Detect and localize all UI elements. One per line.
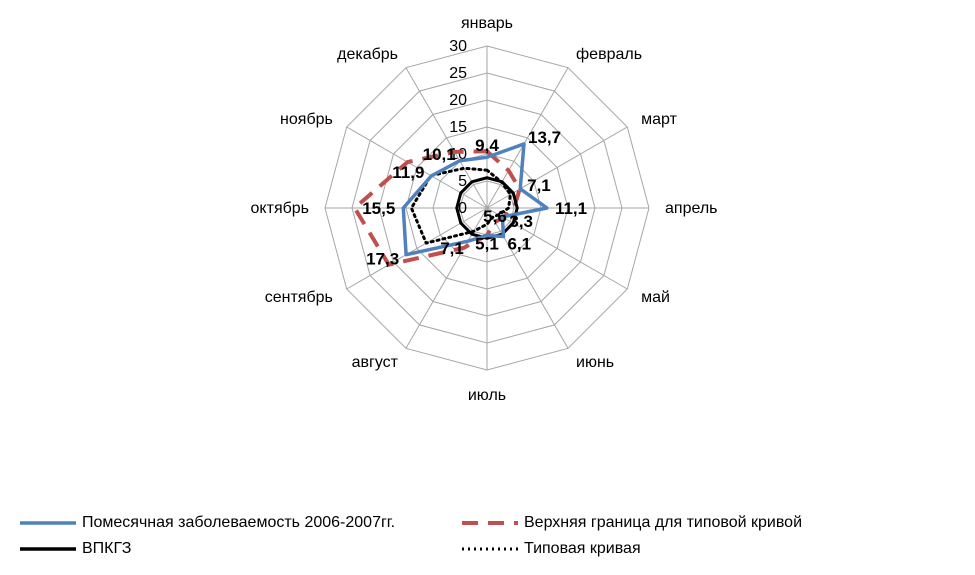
series-lines [352,142,549,267]
data-label-8: 17,3 [366,250,399,269]
month-label-9: октябрь [251,200,309,217]
month-label-3: апрель [665,200,718,217]
data-labels: 9,4 13,77,111,13,36,15,17,117,315,511,910… [362,128,587,269]
series-2-line [455,176,519,240]
legend-swatch-upper-bound [462,521,518,525]
tick-label-5: 5 [458,173,467,190]
legend-label-vpkgz: ВПКГЗ [82,540,132,557]
month-label-0: январь [461,15,513,32]
legend-swatch-typical-curve [462,547,518,551]
tick-label-25: 25 [449,65,467,82]
data-label-11: 10,1 [423,145,456,164]
data-label-7: 7,1 [440,239,464,258]
spoke-5 [486,207,569,349]
month-label-10: ноябрь [280,111,333,128]
data-label-0: 9,4 [475,136,499,155]
data-label-6: 5,1 [475,235,499,254]
month-label-8: сентябрь [265,289,333,306]
spoke-8 [346,207,488,290]
tick-label-30: 30 [449,38,467,55]
legend-item-typical-curve: Типовая кривая [462,540,641,558]
tick-label-0: 0 [458,200,467,217]
legend-item-vpkgz: ВПКГЗ [20,540,131,558]
spoke-10 [346,126,488,209]
month-label-7: август [352,354,399,371]
legend-item-incidence: Помесячная заболеваемость 2006-2007гг. [20,514,395,532]
month-label-11: декабрь [337,46,398,63]
spoke-11 [405,67,488,209]
data-label-5: 6,1 [507,234,531,253]
data-label-2: 7,1 [527,176,551,195]
tick-label-20: 20 [449,92,467,109]
data-label-10: 11,9 [392,163,424,182]
legend-swatch-vpkgz [20,547,76,551]
spoke-2 [486,126,628,209]
data-label-9: 15,5 [362,199,395,218]
legend-label-upper-bound: Верхняя граница для типовой кривой [524,514,803,531]
data-label-3: 11,1 [555,199,587,218]
legend-item-upper-bound: Верхняя граница для типовой кривой [462,514,802,532]
legend-label-typical-curve: Типовая кривая [524,540,641,557]
tick-label-15: 15 [449,119,467,136]
month-label-1: февраль [576,46,642,63]
month-label-6: июль [468,387,506,404]
month-label-4: май [641,289,670,306]
legend-swatch-incidence [20,521,76,525]
spoke-4 [486,207,628,290]
data-label-4: 3,3 [509,212,533,231]
spoke-7 [405,207,488,349]
data-label-1: 13,7 [528,128,561,147]
data-label-vpkgz: 5,6 [483,207,507,226]
month-labels: январь февраль март апрель май июнь июль август… [251,15,718,404]
legend-label-incidence: Помесячная заболеваемость 2006-2007гг. [82,514,396,531]
spoke-1 [486,67,569,209]
series-0-line [401,142,549,257]
legend: Помесячная заболеваемость 2006-2007гг. В… [0,510,975,570]
month-label-2: март [641,111,677,128]
month-label-5: июнь [576,354,614,371]
